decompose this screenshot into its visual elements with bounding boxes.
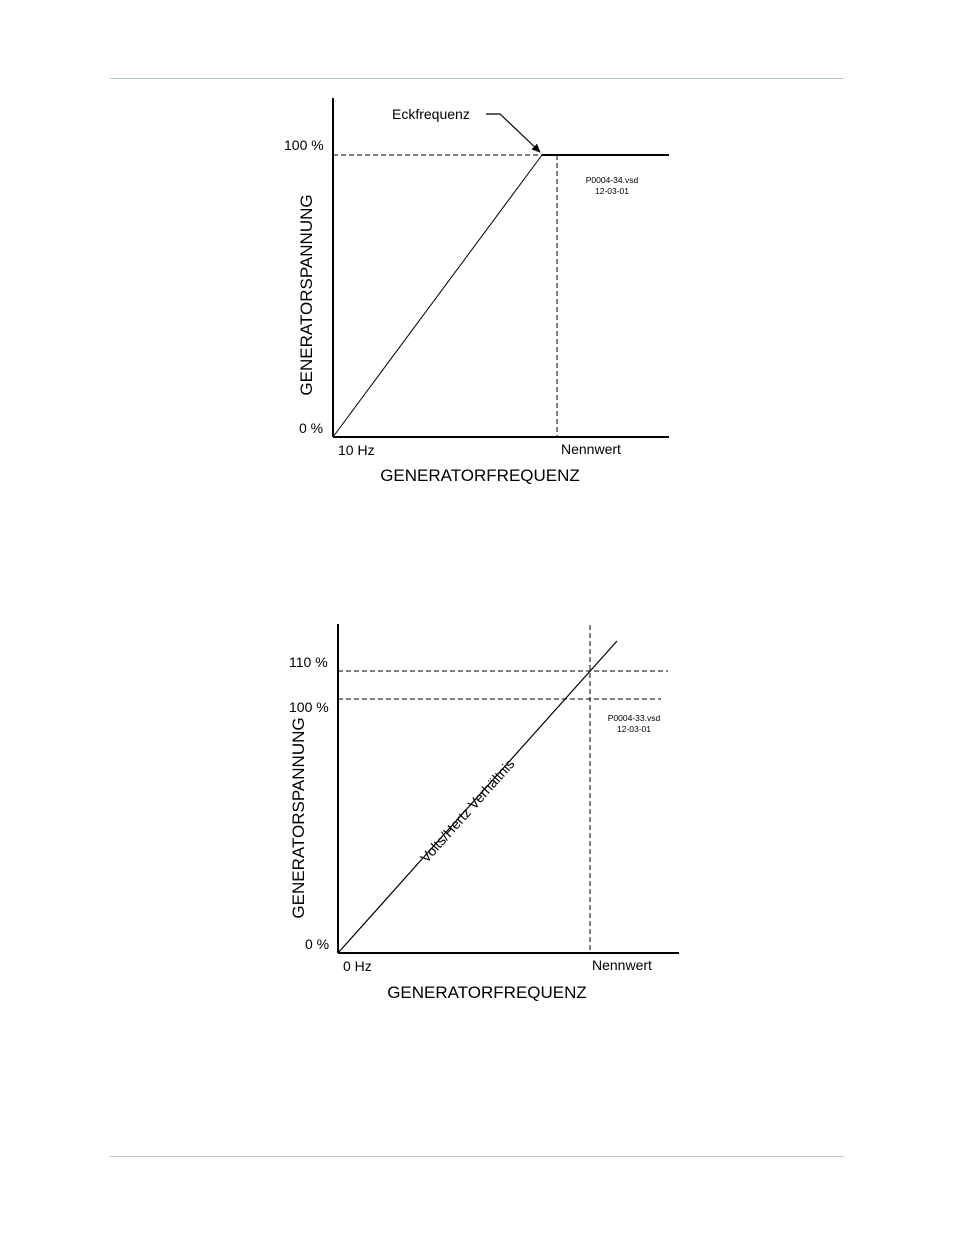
y-axis-title: GENERATORSPANNUNG — [289, 717, 308, 918]
line-label: Volts/Hertz Verhältnis — [417, 756, 518, 866]
y-tick-label: 0 % — [299, 420, 323, 436]
volts-hertz-ratio-line — [337, 640, 618, 954]
x-axis-title: GENERATORFREQUENZ — [380, 466, 580, 485]
header-rule — [110, 78, 844, 79]
x-tick-label: 10 Hz — [338, 442, 375, 458]
x-axis-title: GENERATORFREQUENZ — [387, 983, 587, 1002]
diagram-corner-frequency: Eckfrequenz 100 % 0 % 10 Hz Nennwert GEN… — [284, 98, 669, 485]
x-tick-label: 0 Hz — [343, 958, 372, 974]
file-stamp-date: 12-03-01 — [617, 724, 651, 734]
file-stamp-date: 12-03-01 — [595, 186, 629, 196]
callout-label: Eckfrequenz — [392, 106, 470, 122]
y-tick-label: 110 % — [289, 654, 328, 670]
x-tick-label: Nennwert — [592, 957, 652, 973]
y-axis-title: GENERATORSPANNUNG — [297, 194, 316, 395]
voltage-ramp-line — [332, 154, 543, 438]
y-tick-label: 100 % — [289, 699, 329, 715]
callout-arrow — [486, 113, 541, 153]
diagram-volts-per-hertz: Volts/Hertz Verhältnis 110 % 100 % 0 % 0… — [289, 624, 679, 1002]
y-tick-label: 0 % — [305, 936, 329, 952]
file-stamp-name: P0004-33.vsd — [608, 713, 661, 723]
x-tick-label: Nennwert — [561, 441, 621, 457]
footer-rule — [110, 1156, 844, 1157]
file-stamp-name: P0004-34.vsd — [586, 175, 639, 185]
y-tick-label: 100 % — [284, 137, 324, 153]
